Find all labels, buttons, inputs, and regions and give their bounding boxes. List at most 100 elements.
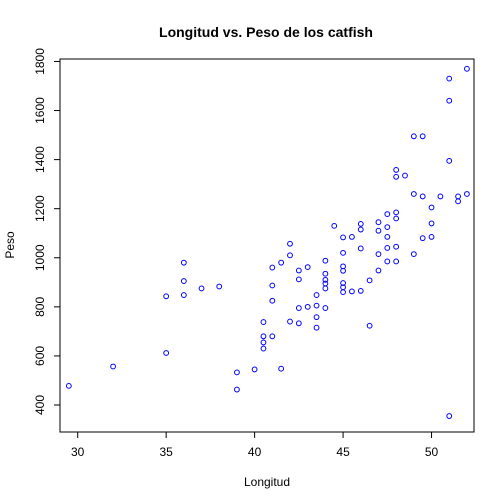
data-point xyxy=(313,292,320,298)
data-point xyxy=(428,204,435,211)
data-point xyxy=(464,65,470,72)
y-axis: 400 600 800 1000 1200 1400 1600 1800 xyxy=(33,48,61,415)
data-point xyxy=(340,284,346,291)
data-points xyxy=(65,65,470,419)
data-point xyxy=(393,243,400,250)
data-point xyxy=(349,288,355,295)
data-point xyxy=(375,227,382,234)
data-point xyxy=(384,234,391,240)
x-tick-label: 45 xyxy=(336,445,350,459)
data-point xyxy=(419,193,426,200)
data-point xyxy=(295,267,302,274)
data-point xyxy=(295,320,302,327)
data-point xyxy=(384,211,391,217)
data-point xyxy=(322,270,329,277)
x-tick-label: 35 xyxy=(159,445,173,459)
data-point xyxy=(322,276,329,283)
data-point xyxy=(322,285,329,292)
data-point xyxy=(340,249,346,256)
data-point xyxy=(313,314,320,321)
plot-area-frame xyxy=(59,58,475,433)
data-point xyxy=(393,215,400,222)
data-point xyxy=(269,264,276,271)
data-point xyxy=(446,413,453,419)
x-tick-label: 40 xyxy=(248,445,262,459)
data-point xyxy=(357,221,364,227)
data-point xyxy=(304,303,311,310)
data-point xyxy=(384,258,391,265)
data-point xyxy=(269,282,276,289)
data-point xyxy=(375,219,382,226)
data-point xyxy=(428,234,435,240)
data-point xyxy=(322,257,329,264)
data-point xyxy=(428,220,435,227)
data-point xyxy=(357,287,364,294)
data-point xyxy=(340,263,346,270)
data-point xyxy=(260,333,267,340)
data-point xyxy=(366,322,373,329)
data-point xyxy=(384,224,391,230)
data-point xyxy=(260,339,267,346)
data-point xyxy=(260,345,267,352)
data-point xyxy=(216,283,223,290)
x-axis: 30 35 40 45 50 xyxy=(71,431,439,459)
data-point xyxy=(410,191,417,197)
data-point xyxy=(340,234,346,241)
data-point xyxy=(446,97,453,104)
y-tick-label: 400 xyxy=(33,395,47,415)
data-point xyxy=(384,245,391,251)
data-point xyxy=(419,235,426,242)
data-point xyxy=(375,251,382,257)
y-tick-label: 1600 xyxy=(33,97,47,124)
data-point xyxy=(269,333,276,340)
data-point xyxy=(287,240,293,247)
data-point xyxy=(322,280,329,287)
data-point xyxy=(65,382,72,389)
data-point xyxy=(163,293,170,300)
data-point xyxy=(393,173,400,180)
data-point xyxy=(287,318,293,325)
data-point xyxy=(278,365,285,372)
data-point xyxy=(260,319,267,325)
data-point xyxy=(375,267,382,274)
y-tick-label: 600 xyxy=(33,346,47,366)
data-point xyxy=(340,289,346,296)
data-point xyxy=(357,226,364,233)
data-point xyxy=(331,222,338,229)
data-point xyxy=(110,363,116,370)
data-point xyxy=(340,280,346,286)
data-point xyxy=(393,167,400,173)
y-tick-label: 1200 xyxy=(33,195,47,222)
data-point xyxy=(366,277,373,284)
data-point xyxy=(163,350,170,356)
data-point xyxy=(180,292,187,298)
data-point xyxy=(464,191,470,197)
data-point xyxy=(180,259,187,266)
data-point xyxy=(234,386,240,393)
y-tick-label: 1400 xyxy=(33,146,47,173)
x-axis-label: Longitud xyxy=(244,475,290,489)
data-point xyxy=(455,193,461,200)
data-point xyxy=(304,264,311,270)
x-tick-label: 50 xyxy=(425,445,439,459)
chart-title: Longitud vs. Peso de los catfish xyxy=(159,24,373,40)
data-point xyxy=(251,366,258,373)
data-point xyxy=(419,133,426,140)
data-point xyxy=(410,133,417,140)
data-point xyxy=(198,285,205,292)
data-point xyxy=(446,157,453,164)
data-point xyxy=(437,193,444,200)
data-point xyxy=(295,276,302,283)
data-point xyxy=(446,75,453,82)
data-point xyxy=(393,258,400,265)
y-tick-label: 1000 xyxy=(33,244,47,271)
y-axis-label: Peso xyxy=(3,231,17,259)
data-point xyxy=(180,278,187,284)
data-point xyxy=(269,297,276,304)
data-point xyxy=(295,305,302,311)
data-point xyxy=(322,305,329,311)
data-point xyxy=(287,252,293,259)
data-point xyxy=(455,198,461,205)
data-point xyxy=(234,369,240,376)
